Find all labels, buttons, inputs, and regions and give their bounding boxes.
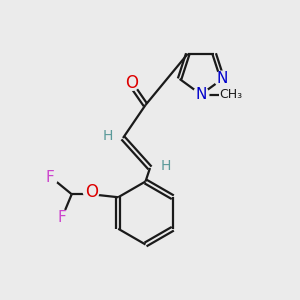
Text: H: H [160,159,171,172]
Text: F: F [57,210,66,225]
Circle shape [223,87,238,102]
Text: CH₃: CH₃ [219,88,242,101]
Text: O: O [125,74,139,92]
Circle shape [124,75,140,90]
Circle shape [193,87,209,102]
Circle shape [214,71,230,87]
Circle shape [158,158,173,173]
Text: H: H [102,129,112,142]
Text: O: O [85,183,98,201]
Text: N: N [217,71,228,86]
Circle shape [54,210,70,226]
Text: N: N [195,87,207,102]
Circle shape [100,128,115,143]
Circle shape [42,170,58,185]
Text: F: F [45,170,54,185]
Circle shape [83,184,99,200]
